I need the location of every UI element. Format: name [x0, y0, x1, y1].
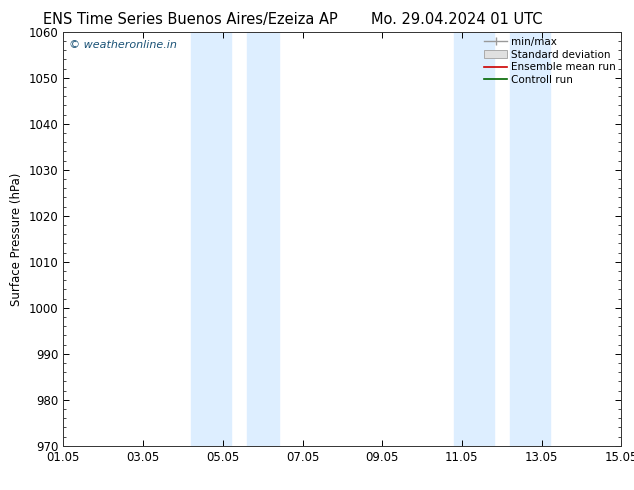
- Bar: [247, 32, 278, 446]
- Bar: [510, 32, 550, 446]
- Legend: min/max, Standard deviation, Ensemble mean run, Controll run: min/max, Standard deviation, Ensemble me…: [482, 35, 618, 87]
- Y-axis label: Surface Pressure (hPa): Surface Pressure (hPa): [10, 172, 23, 306]
- Text: ENS Time Series Buenos Aires/Ezeiza AP: ENS Time Series Buenos Aires/Ezeiza AP: [43, 12, 337, 27]
- Bar: [454, 32, 494, 446]
- Bar: [191, 32, 231, 446]
- Text: © weatheronline.in: © weatheronline.in: [69, 40, 177, 50]
- Text: Mo. 29.04.2024 01 UTC: Mo. 29.04.2024 01 UTC: [371, 12, 542, 27]
